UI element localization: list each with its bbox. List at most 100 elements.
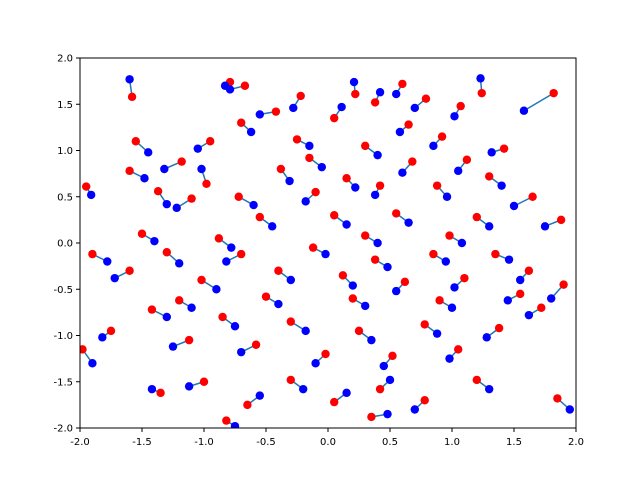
end-point	[410, 103, 419, 113]
end-point	[187, 303, 196, 312]
start-point	[175, 296, 184, 305]
start-point	[375, 384, 385, 394]
end-point	[289, 103, 298, 113]
end-point	[197, 164, 206, 174]
end-point	[392, 286, 401, 296]
x-tick-label: 2.0	[568, 437, 584, 448]
start-point	[432, 181, 442, 190]
end-point	[404, 218, 413, 227]
end-point	[445, 354, 454, 363]
end-point	[349, 77, 359, 87]
start-point	[330, 211, 339, 220]
start-point	[472, 375, 481, 385]
start-point	[286, 317, 295, 326]
end-point	[565, 405, 574, 414]
start-point	[361, 141, 370, 151]
end-point	[524, 310, 534, 320]
start-point	[370, 255, 380, 264]
end-point	[317, 162, 326, 172]
y-tick-label: 1.0	[57, 146, 73, 157]
end-point	[88, 359, 97, 368]
end-point	[337, 102, 346, 112]
end-point	[222, 257, 231, 266]
start-point	[251, 340, 261, 349]
start-point	[361, 231, 370, 240]
end-point	[301, 197, 310, 206]
start-point	[162, 248, 171, 257]
end-point	[509, 201, 519, 211]
end-point	[150, 236, 159, 246]
start-point	[404, 120, 413, 129]
end-point	[373, 238, 382, 248]
end-point	[485, 384, 494, 394]
end-point	[305, 141, 314, 151]
start-point	[477, 88, 486, 98]
y-tick-label: -2.0	[53, 424, 73, 435]
end-point	[212, 285, 221, 294]
start-point	[311, 187, 320, 197]
start-point	[330, 113, 339, 123]
end-point	[398, 168, 407, 177]
start-point	[375, 181, 385, 190]
start-point	[286, 375, 295, 385]
start-point	[153, 187, 163, 196]
end-point	[160, 164, 169, 174]
end-point	[255, 110, 264, 119]
end-point	[227, 243, 236, 252]
end-point	[301, 326, 310, 336]
end-point	[274, 299, 283, 309]
start-point	[222, 416, 231, 425]
start-point	[237, 118, 246, 127]
start-point	[420, 396, 429, 405]
start-point	[243, 400, 252, 410]
end-point	[370, 190, 380, 200]
start-point	[435, 296, 444, 305]
end-point	[383, 409, 392, 419]
end-point	[503, 296, 512, 305]
end-point	[342, 388, 351, 398]
x-tick-label: -2.0	[70, 437, 90, 448]
start-point	[125, 166, 134, 176]
end-point	[175, 259, 184, 268]
start-point	[296, 91, 305, 101]
start-point	[177, 157, 186, 166]
end-point	[225, 85, 235, 94]
end-point	[342, 220, 351, 229]
end-point	[450, 283, 459, 292]
x-axis: -2.0 -1.5 -1.0 -0.5 0.0 0.5 1.0 1.5 2.0	[70, 428, 584, 448]
end-point	[321, 249, 330, 259]
end-point	[162, 199, 171, 209]
start-point	[199, 377, 209, 386]
start-point	[559, 280, 568, 289]
start-point	[445, 231, 454, 240]
end-point	[162, 312, 171, 322]
y-tick-label: 1.5	[57, 100, 73, 111]
end-point	[125, 75, 134, 84]
start-point	[499, 144, 509, 153]
end-point	[184, 382, 194, 391]
x-tick-label: -1.5	[132, 437, 152, 448]
plot-area	[80, 74, 574, 428]
end-point	[103, 257, 112, 266]
end-point	[311, 359, 320, 368]
start-point	[127, 92, 137, 102]
start-point	[549, 88, 558, 98]
x-tick-label: 0.5	[382, 437, 398, 448]
end-point	[168, 342, 178, 351]
start-point	[537, 303, 546, 312]
start-point	[556, 215, 566, 225]
connection-line	[523, 92, 555, 112]
start-point	[437, 132, 447, 141]
x-tick-label: 1.0	[444, 437, 460, 448]
end-point	[98, 333, 107, 342]
end-point	[395, 127, 405, 137]
start-point	[218, 312, 227, 322]
start-point	[202, 179, 211, 188]
start-point	[240, 81, 250, 90]
start-points	[80, 77, 568, 425]
start-point	[524, 266, 534, 275]
start-point	[255, 212, 264, 222]
y-tick-label: -1.5	[53, 377, 73, 388]
end-point	[286, 275, 295, 285]
